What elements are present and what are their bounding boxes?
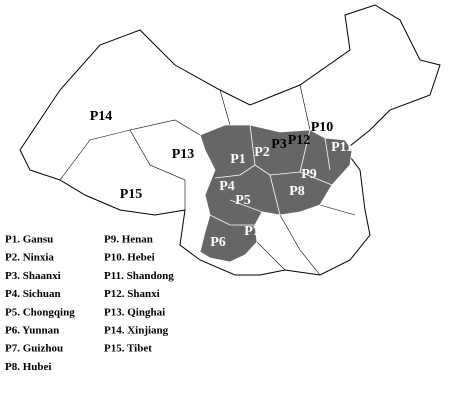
province-borders (59, 84, 356, 276)
map-label: P7 (244, 224, 260, 239)
map-label: P13 (172, 147, 195, 162)
map-label: P1 (230, 152, 246, 167)
legend-item: P5. Chongqing (5, 306, 75, 318)
map-label: P6 (210, 235, 226, 250)
map-label: P5 (235, 193, 251, 208)
map-label: P9 (301, 167, 317, 182)
legend-item: P9. Henan (104, 234, 153, 246)
map-label: P3 (271, 137, 287, 152)
legend: P1. Gansu P2. Ninxia P3. Shaanxi P4. Sichua… (5, 234, 174, 373)
legend-item: P11. Shandong (104, 270, 174, 282)
province-divisions (209, 124, 333, 226)
map-label: P8 (289, 184, 305, 199)
map-label: P4 (219, 179, 235, 194)
map-label: P10 (311, 120, 334, 135)
map-label: P12 (288, 133, 311, 148)
map-label: P14 (90, 109, 113, 124)
legend-item: P7. Guizhou (5, 343, 63, 355)
legend-item: P6. Yunnan (5, 325, 59, 337)
legend-item: P4. Sichuan (5, 288, 61, 300)
legend-item: P1. Gansu (5, 234, 53, 246)
study-provinces (199, 124, 353, 263)
map-label: P15 (120, 187, 143, 202)
legend-item: P8. Hubei (5, 361, 51, 373)
legend-item: P2. Ninxia (5, 252, 54, 264)
map-label: P11 (331, 140, 353, 155)
legend-item: P12. Shanxi (104, 288, 160, 300)
legend-item: P13. Qinghai (104, 306, 165, 318)
legend-item: P3. Shaanxi (5, 270, 61, 282)
legend-item: P14. Xinjiang (104, 325, 169, 337)
legend-item: P10. Hebei (104, 252, 155, 264)
map-label: P2 (254, 145, 270, 160)
legend-item: P15. Tibet (104, 343, 152, 355)
